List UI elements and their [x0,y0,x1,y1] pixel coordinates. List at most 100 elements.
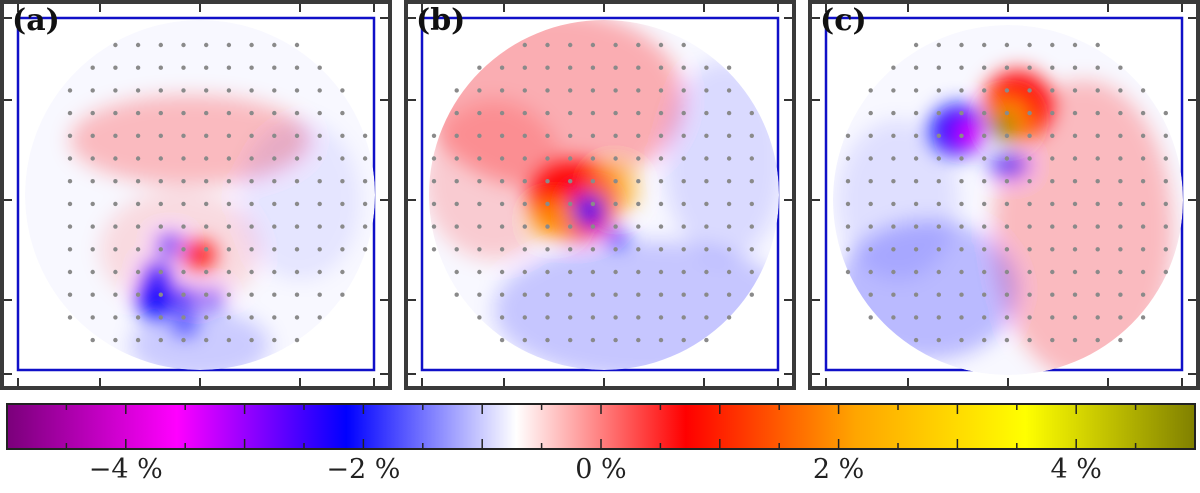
sensor-dot [294,269,300,275]
sensor-dot [113,65,118,70]
sensor-dot [891,269,896,275]
sensor-dot [636,110,641,116]
sensor-dot [982,42,987,48]
sensor-dot [1095,110,1100,116]
sensor-dot [294,337,300,343]
sensor-dot [658,337,664,343]
sensor-dot [913,201,919,207]
sensor-dot [67,156,73,161]
sensor-dot [272,315,277,320]
sensor-dot [1027,247,1032,252]
sensor-dot [545,110,550,116]
field-blob [173,288,197,312]
sensor-dot [272,224,277,229]
sensor-dot [658,292,664,297]
sensor-dot [590,65,596,70]
sensor-dot [317,269,322,275]
sensor-dot [1004,269,1010,275]
sensor-dot [135,179,141,184]
sensor-dot [636,269,641,275]
sensor-dot [568,337,573,343]
sensor-dot [1118,110,1123,116]
sensor-dot [959,247,964,252]
sensor-dot [1118,247,1123,252]
sensor-dot [204,42,209,48]
sensor-dot [982,247,987,252]
sensor-dot [113,247,118,252]
sensor-dot [135,110,141,116]
sensor-dot [936,156,941,161]
sensor-dot [868,247,873,252]
sensor-dot [1095,133,1100,138]
sensor-dot [681,292,686,297]
sensor-dot [658,42,664,48]
sensor-dot [135,337,141,343]
sensor-dot [226,292,232,297]
sensor-dot [1072,269,1078,275]
sensor-dot [568,42,573,48]
sensor-dot [959,337,964,343]
sensor-dot [1027,133,1032,138]
sensor-dot [681,315,686,320]
sensor-dot [545,201,550,207]
sensor-dot [1027,201,1032,207]
sensor-dot [613,269,618,275]
sensor-dot [294,42,300,48]
sensor-dot [135,42,141,48]
sensor-dot [67,179,73,184]
sensor-dot [317,201,322,207]
sensor-dot [868,179,873,184]
sensor-dot [1140,88,1146,93]
sensor-dot [90,224,95,229]
sensor-dot [1072,156,1078,161]
sensor-dot [90,201,95,207]
sensor-dot [113,133,118,138]
sensor-dot [431,201,437,207]
sensor-dot [936,65,941,70]
sensor-dot [726,292,732,297]
field-blob [607,228,627,246]
sensor-dot [272,269,277,275]
sensor-dot [1004,224,1010,229]
sensor-dot [340,201,345,207]
sensor-dot [113,315,118,320]
sensor-dot [522,201,527,207]
sensor-dot [545,88,550,93]
sensor-dot [658,156,664,161]
sensor-dot [590,110,596,116]
sensor-dot [317,88,322,93]
sensor-dot [545,42,550,48]
sensor-dot [158,133,163,138]
sensor-dot [568,88,573,93]
sensor-dot [726,315,732,320]
sensor-dot [868,156,873,161]
panel-c: (c) [808,0,1200,390]
sensor-dot [1095,269,1100,275]
sensor-dot [568,65,573,70]
sensor-dot [1027,315,1032,320]
sensor-dot [845,224,851,229]
sensor-dot [868,315,873,320]
sensor-dot [545,65,550,70]
sensor-dot [204,337,209,343]
sensor-dot [226,337,232,343]
sensor-dot [545,224,550,229]
sensor-dot [613,88,618,93]
sensor-dot [636,179,641,184]
sensor-dot [982,65,987,70]
sensor-dot [454,269,459,275]
sensor-dot [362,133,368,138]
sensor-dot [249,110,254,116]
sensor-dot [1163,133,1168,138]
sensor-dot [90,110,95,116]
sensor-dot [181,88,186,93]
sensor-dot [431,179,437,184]
sensor-dot [204,224,209,229]
sensor-dot [204,201,209,207]
sensor-dot [891,201,896,207]
sensor-dot [613,337,618,343]
sensor-dot [749,156,754,161]
sensor-dot [294,65,300,70]
sensor-dot [982,292,987,297]
sensor-dot [499,337,505,343]
